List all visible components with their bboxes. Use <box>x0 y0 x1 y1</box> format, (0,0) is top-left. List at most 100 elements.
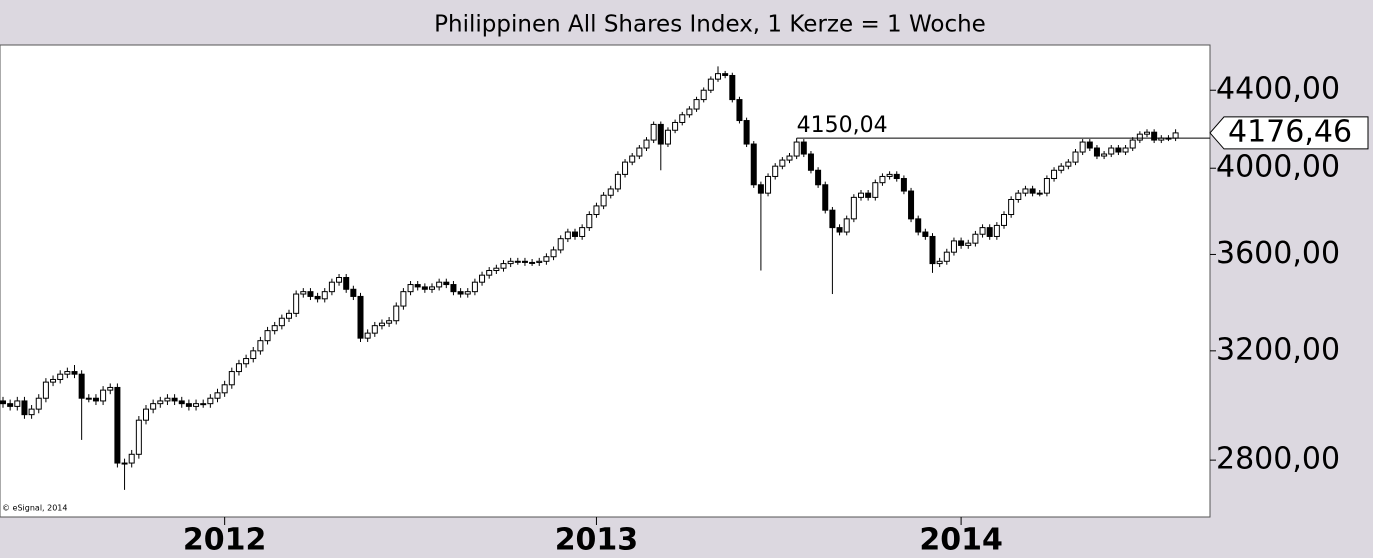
candle-body <box>800 141 807 155</box>
candle-body <box>679 114 686 123</box>
candle-body <box>14 400 21 407</box>
candle-body <box>214 392 221 399</box>
candle-body <box>908 190 915 220</box>
candle-body <box>35 397 42 410</box>
candle-body <box>1093 147 1100 157</box>
candle-body <box>1108 147 1115 155</box>
candle-body <box>293 293 300 314</box>
candle-body <box>471 281 478 293</box>
candle-body <box>443 281 450 286</box>
candle-body <box>1001 214 1007 226</box>
candle-body <box>1122 147 1129 153</box>
y-tick-label: 4000,00 <box>1216 150 1340 185</box>
candle-body <box>57 373 64 380</box>
candle-body <box>1036 192 1043 195</box>
candle-body <box>650 123 657 141</box>
candle-body <box>185 403 192 407</box>
candle-body <box>1115 147 1122 153</box>
candle-body <box>429 286 435 290</box>
candle-body <box>943 251 950 262</box>
candle-body <box>271 325 278 332</box>
candle-body <box>815 169 822 186</box>
candle-body <box>879 175 886 184</box>
candle-body <box>622 161 629 175</box>
candle-body <box>1129 139 1136 149</box>
candle-body <box>393 305 400 322</box>
candle-body <box>958 240 965 246</box>
candle-body <box>757 184 764 194</box>
candle-body <box>750 143 757 186</box>
candle-body <box>700 89 707 101</box>
candle-body <box>421 286 428 290</box>
candle-body <box>950 240 957 253</box>
candle-body <box>207 397 214 405</box>
candle-body <box>600 194 607 207</box>
candle-body <box>736 99 743 122</box>
candle-body <box>572 231 578 237</box>
candle-body <box>836 227 843 233</box>
candle-body <box>286 312 292 319</box>
candle-body <box>900 178 907 192</box>
candle-body <box>829 209 836 229</box>
candle-body <box>1086 141 1093 149</box>
candle-body <box>143 408 149 421</box>
candle-body <box>307 291 314 297</box>
candle-body <box>979 227 986 235</box>
candle-body <box>92 397 99 402</box>
candle-body <box>414 284 421 288</box>
candle-body <box>321 291 328 300</box>
candle-body <box>100 389 107 402</box>
candle-body <box>993 224 1000 237</box>
candle-body <box>886 173 893 177</box>
candle-body <box>407 284 414 293</box>
candle-body <box>71 371 78 375</box>
candle-body <box>1029 188 1036 194</box>
x-tick-label: 2012 <box>183 523 267 558</box>
candle-body <box>607 188 614 196</box>
candle-body <box>221 384 228 394</box>
candle-body <box>772 165 779 177</box>
candle-body <box>64 371 71 375</box>
candle-body <box>986 227 993 237</box>
last-value-box <box>1209 116 1369 150</box>
candle-body <box>364 332 371 339</box>
candle-body <box>536 260 543 263</box>
candle-body <box>42 381 49 399</box>
candle-body <box>107 386 114 391</box>
candle-body <box>50 378 57 383</box>
candle-body <box>1079 141 1086 153</box>
candle-body <box>1008 199 1015 216</box>
candle-body <box>1172 132 1179 139</box>
candle-body <box>193 403 200 407</box>
y-tick-label: 2800,00 <box>1216 442 1340 477</box>
plot-area <box>0 44 1211 518</box>
candle-body <box>858 192 864 198</box>
candle-body <box>386 320 393 324</box>
candle-body <box>479 274 486 283</box>
candle-body <box>1065 161 1072 167</box>
candle-body <box>500 263 507 269</box>
candle-body <box>135 419 142 455</box>
candle-body <box>972 233 979 244</box>
candle-body <box>722 73 729 76</box>
candle-body <box>350 288 357 297</box>
candle-body <box>965 242 972 246</box>
candle-body <box>378 322 385 327</box>
candle-body <box>579 227 586 237</box>
candle-body <box>514 260 521 263</box>
candle-body <box>693 99 700 110</box>
last-value-label: 4176,46 <box>1228 114 1352 149</box>
candle-body <box>1072 151 1079 163</box>
candle-body <box>486 270 493 276</box>
candle-body <box>178 400 185 405</box>
y-tick-label: 4400,00 <box>1216 72 1340 107</box>
candle-body <box>171 397 178 402</box>
candle-body <box>85 397 92 400</box>
candle-body <box>328 281 335 293</box>
candle-body <box>28 408 35 416</box>
candle-body <box>543 256 550 262</box>
candle-body <box>1101 153 1108 157</box>
candle-body <box>850 196 857 220</box>
